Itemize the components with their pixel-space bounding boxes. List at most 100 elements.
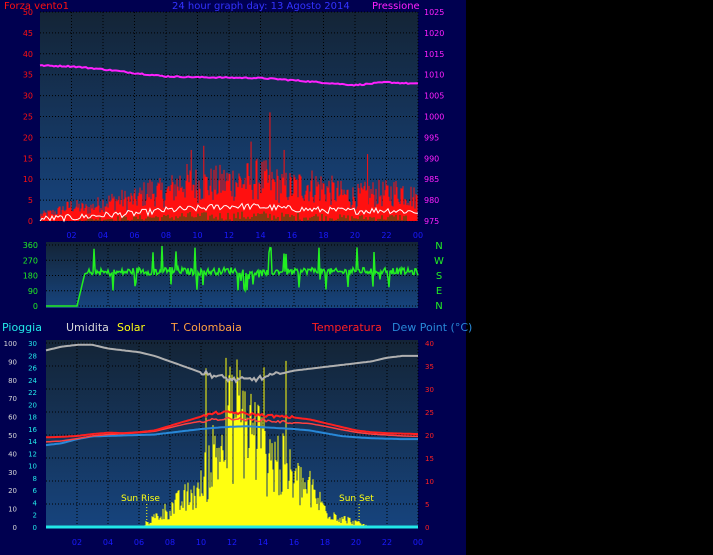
- temp-tick-label: 25: [425, 409, 434, 417]
- rain-tick-label: 30: [28, 340, 37, 348]
- humidity-tick-label: 30: [8, 469, 17, 477]
- right-tick-label: 1015: [424, 50, 444, 59]
- temp-tick-label: 0: [425, 524, 429, 532]
- humidity-tick-label: 40: [8, 450, 17, 458]
- humidity-tick-label: 90: [8, 358, 17, 366]
- legend-rain: Pioggia: [2, 321, 42, 334]
- temp-tick-label: 40: [425, 340, 434, 348]
- x-tick-label: 02: [66, 231, 76, 240]
- left-tick-label: 15: [23, 154, 33, 163]
- compass-label: N: [435, 241, 442, 252]
- x-tick-label: 06: [134, 538, 144, 547]
- left-tick-label: 30: [23, 92, 33, 101]
- pressure-line: [39, 64, 419, 87]
- temp-tick-label: 5: [425, 501, 429, 509]
- rain-tick-label: 12: [28, 450, 37, 458]
- compass-label: S: [436, 271, 442, 282]
- temp-tick-label: 30: [425, 386, 434, 394]
- x-tick-label: 18: [320, 538, 330, 547]
- left-tick-label: 0: [28, 217, 33, 226]
- left-tick-label: 35: [23, 71, 33, 80]
- chart-title: 24 hour graph day: 13 Agosto 2014: [172, 1, 350, 12]
- x-tick-label: 14: [258, 538, 268, 547]
- rain-tick-label: 14: [28, 438, 37, 446]
- rain-tick-label: 0: [33, 524, 37, 532]
- humidity-tick-label: 20: [8, 487, 17, 495]
- rain-tick-label: 8: [33, 475, 37, 483]
- x-tick-label: 10: [192, 231, 202, 240]
- x-tick-label: 22: [382, 538, 392, 547]
- sun-rise-label: Sun Rise: [121, 494, 160, 504]
- right-tick-label: 995: [424, 133, 439, 142]
- x-tick-label: 22: [381, 231, 391, 240]
- left-tick-label: 5: [28, 196, 33, 205]
- rain-tick-label: 2: [33, 512, 37, 520]
- wind-axis-title: Forza vento1: [4, 1, 69, 12]
- left-tick-label: 360: [23, 241, 38, 250]
- temp-tick-label: 35: [425, 363, 434, 371]
- compass-label: W: [434, 256, 444, 267]
- left-tick-label: 90: [28, 287, 38, 296]
- humidity-line: [45, 343, 418, 384]
- humidity-tick-label: 80: [8, 377, 17, 385]
- x-tick-label: 00: [413, 538, 423, 547]
- x-tick-label: 00: [413, 231, 423, 240]
- rain-tick-label: 4: [33, 499, 38, 507]
- humidity-tick-label: 100: [4, 340, 17, 348]
- legend-dew-point: Dew Point (°C): [392, 321, 472, 334]
- x-tick-label: 20: [351, 538, 361, 547]
- right-tick-label: 975: [424, 217, 439, 226]
- dew-point-line: [45, 425, 418, 447]
- humidity-tick-label: 60: [8, 414, 17, 422]
- legend-temp-colombaia: T. Colombaia: [170, 321, 242, 334]
- right-tick-label: 1025: [424, 8, 444, 17]
- right-tick-label: 990: [424, 154, 439, 163]
- humidity-tick-label: 10: [8, 506, 17, 514]
- rain-tick-label: 24: [28, 377, 37, 385]
- right-tick-label: 1020: [424, 29, 444, 38]
- rain-tick-label: 26: [28, 365, 37, 373]
- rain-tick-label: 18: [28, 414, 37, 422]
- x-tick-label: 08: [161, 231, 171, 240]
- x-tick-label: 14: [255, 231, 265, 240]
- rain-tick-label: 16: [28, 426, 37, 434]
- x-tick-label: 16: [289, 538, 299, 547]
- left-tick-label: 25: [23, 113, 33, 122]
- left-tick-label: 10: [23, 175, 33, 184]
- legend-solar: Solar: [117, 321, 146, 334]
- rain-tick-label: 28: [28, 352, 37, 360]
- panel1-series: [39, 64, 419, 223]
- panel3-series: [45, 343, 419, 529]
- right-tick-label: 1000: [424, 113, 444, 122]
- x-tick-label: 12: [227, 538, 237, 547]
- left-tick-label: 45: [23, 29, 33, 38]
- legend-humidity: Umidita: [66, 321, 109, 334]
- compass-label: E: [436, 286, 442, 297]
- wind-direction-line: [46, 245, 419, 307]
- compass-label: N: [435, 301, 442, 312]
- panel2-series: [46, 245, 419, 307]
- temperature-line: [45, 410, 419, 439]
- panel3-axes: 0102030405060708090100024681012141618202…: [4, 340, 434, 547]
- left-tick-label: 20: [23, 133, 33, 142]
- x-tick-label: 08: [165, 538, 175, 547]
- left-tick-label: 270: [23, 256, 38, 265]
- x-tick-label: 02: [72, 538, 82, 547]
- legend-temperature: Temperatura: [311, 321, 382, 334]
- humidity-tick-label: 0: [13, 524, 17, 532]
- rain-tick-label: 22: [28, 389, 37, 397]
- right-tick-label: 980: [424, 196, 439, 205]
- pressure-axis-title: Pressione: [372, 1, 420, 12]
- left-tick-label: 40: [23, 50, 33, 59]
- x-tick-label: 06: [129, 231, 139, 240]
- temp-tick-label: 20: [425, 432, 434, 440]
- right-tick-label: 1010: [424, 71, 444, 80]
- temp-tick-label: 10: [425, 478, 434, 486]
- left-tick-label: 50: [23, 8, 33, 17]
- wind-avg-line: [39, 202, 418, 223]
- x-tick-label: 10: [196, 538, 206, 547]
- rain-tick-label: 6: [33, 487, 38, 495]
- left-tick-label: 180: [23, 272, 38, 281]
- x-tick-label: 18: [318, 231, 328, 240]
